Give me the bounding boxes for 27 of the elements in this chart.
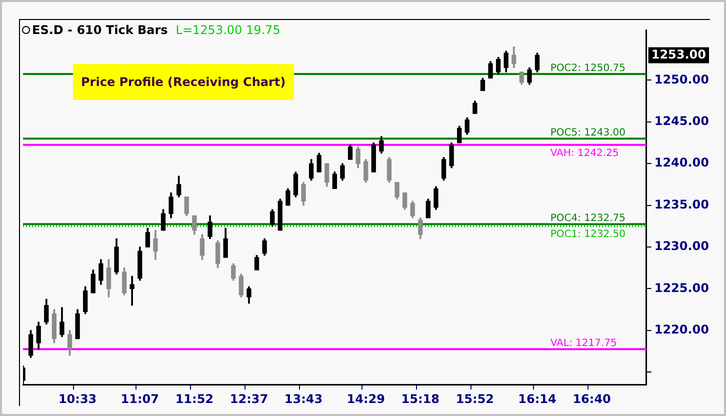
x-tick-label: 12:37 [230,392,268,406]
x-tick-label: 15:18 [401,392,440,406]
chart-subtitle: L=1253.00 19.75 [176,23,280,37]
annotation: Price Profile (Receiving Chart) [73,64,294,100]
ref-line-label: POC5: 1243.00 [550,128,626,139]
y-tick-label: 1240.00 [654,156,709,170]
y-tick-label: 1245.00 [654,114,709,128]
y-tick-label: 1230.00 [654,239,709,254]
x-tick-label: 16:40 [572,392,611,406]
ref-line-label: POC2: 1250.75 [550,62,626,74]
x-tick-label: 13:43 [284,392,323,406]
y-tick-label: 1250.00 [654,72,709,86]
ref-line-label: POC4: 1232.75 [550,213,626,224]
y-tick-label: 1220.00 [654,322,709,337]
x-tick-label: 16:14 [518,392,556,406]
y-tick-label: 1235.00 [654,197,709,212]
ref-line-label: VAH: 1242.25 [550,148,619,159]
x-tick-label: 15:52 [456,392,494,406]
text: 1253.00 [651,47,706,62]
x-tick-label: 11:07 [120,392,159,406]
y-tick-label: 1225.00 [654,280,709,295]
ref-line-label: VAL: 1217.75 [550,338,617,350]
x-tick-label: 11:52 [175,392,214,406]
chart-title: ES.D - 610 Tick Bars [32,23,168,37]
x-tick-label: 10:33 [58,392,97,406]
ref-line-label: POC1: 1232.50 [550,229,626,240]
x-tick-label: 14:29 [346,392,385,406]
